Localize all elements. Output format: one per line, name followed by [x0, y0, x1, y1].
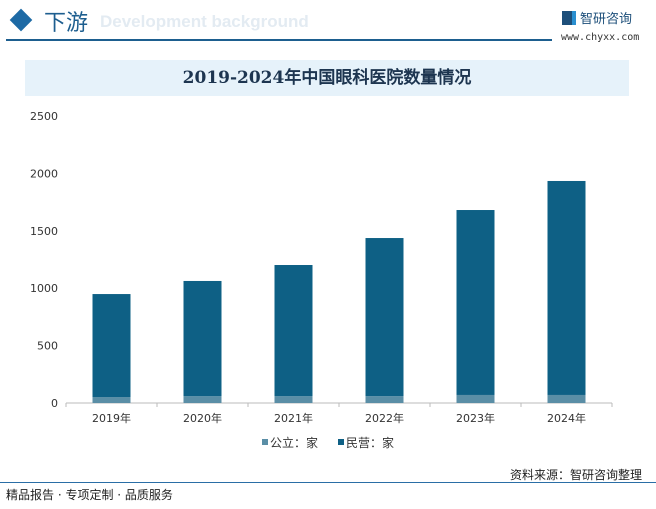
- x-tick-label: 2020年: [183, 411, 222, 425]
- logo: 智研咨询: [562, 8, 632, 27]
- chart-title: 2019-2024年中国眼科医院数量情况: [25, 60, 629, 96]
- bar-private: [365, 238, 404, 397]
- logo-text: 智研咨询: [580, 12, 633, 27]
- bar-chart: 0 500 1000 1500 2000 2500 2019年 2020年 2021年 2022年…: [30, 110, 613, 450]
- logo-icon: [562, 10, 576, 25]
- footer-tagline: 精品报告 · 专项定制 · 品质服务: [6, 488, 173, 502]
- header-title: 下游: [44, 11, 89, 36]
- legend-label: 公立：家: [270, 435, 318, 450]
- bar-public: [274, 396, 313, 403]
- y-tick-label: 0: [51, 397, 58, 410]
- site-url: www.chyxx.com: [561, 32, 640, 43]
- y-tick-label: 1000: [30, 282, 58, 295]
- y-tick-label: 1500: [30, 225, 58, 238]
- bar-public: [92, 397, 131, 403]
- bar-public: [365, 396, 404, 403]
- legend-swatch: [338, 439, 344, 445]
- bar-private: [92, 294, 131, 398]
- legend-swatch: [262, 439, 268, 445]
- bar-private: [456, 210, 495, 395]
- bar-private: [183, 280, 222, 397]
- bar-public: [183, 396, 222, 403]
- bar-public: [456, 394, 495, 403]
- legend-label: 民营：家: [346, 435, 394, 450]
- y-tick-label: 2500: [30, 110, 58, 123]
- y-tick-label: 2000: [30, 167, 58, 180]
- x-tick-label: 2023年: [456, 411, 495, 425]
- x-tick-label: 2021年: [274, 411, 313, 425]
- y-tick-label: 500: [37, 340, 58, 353]
- bar-private: [274, 265, 313, 397]
- header-subtitle: Development background: [100, 12, 309, 31]
- x-tick-label: 2024年: [547, 411, 586, 425]
- bar-private: [547, 180, 586, 395]
- footer-divider: [0, 482, 656, 483]
- source-note: 资料来源：智研咨询整理: [509, 468, 642, 482]
- bar-public: [547, 394, 586, 403]
- x-tick-label: 2019年: [92, 411, 131, 425]
- header-divider: [6, 39, 552, 41]
- x-tick-label: 2022年: [365, 411, 404, 425]
